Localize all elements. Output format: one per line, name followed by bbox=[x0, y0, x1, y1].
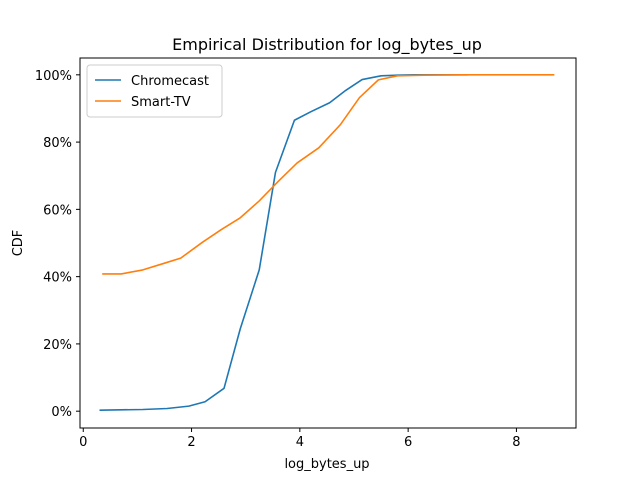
legend-label-smart-tv: Smart-TV bbox=[131, 95, 191, 110]
series-line-chromecast bbox=[99, 74, 468, 411]
legend-label-chromecast: Chromecast bbox=[131, 74, 209, 89]
x-tick-label: 6 bbox=[404, 435, 412, 450]
y-axis-label: CDF bbox=[11, 230, 26, 257]
x-tick-label: 8 bbox=[512, 435, 520, 450]
series-line-smart-tv bbox=[102, 74, 555, 275]
x-tick-label: 0 bbox=[79, 435, 87, 450]
y-tick-label: 80% bbox=[43, 136, 72, 151]
y-tick-label: 60% bbox=[43, 203, 72, 218]
plot-frame bbox=[79, 57, 577, 429]
legend: Chromecast Smart-TV bbox=[86, 64, 223, 118]
y-tick-label: 0% bbox=[51, 405, 72, 420]
y-tick-label: 40% bbox=[43, 271, 72, 286]
x-axis-label: log_bytes_up bbox=[284, 457, 369, 472]
y-tick-label: 100% bbox=[35, 69, 72, 84]
chart-title: Empirical Distribution for log_bytes_up bbox=[172, 35, 482, 55]
legend-box bbox=[86, 64, 223, 118]
x-tick-label: 2 bbox=[187, 435, 195, 450]
plot-area bbox=[79, 57, 577, 429]
y-tick-label: 20% bbox=[43, 338, 72, 353]
x-tick-label: 4 bbox=[296, 435, 304, 450]
axis-ticks: 0 2 4 6 80%20%40%60%80%100% bbox=[35, 69, 521, 450]
